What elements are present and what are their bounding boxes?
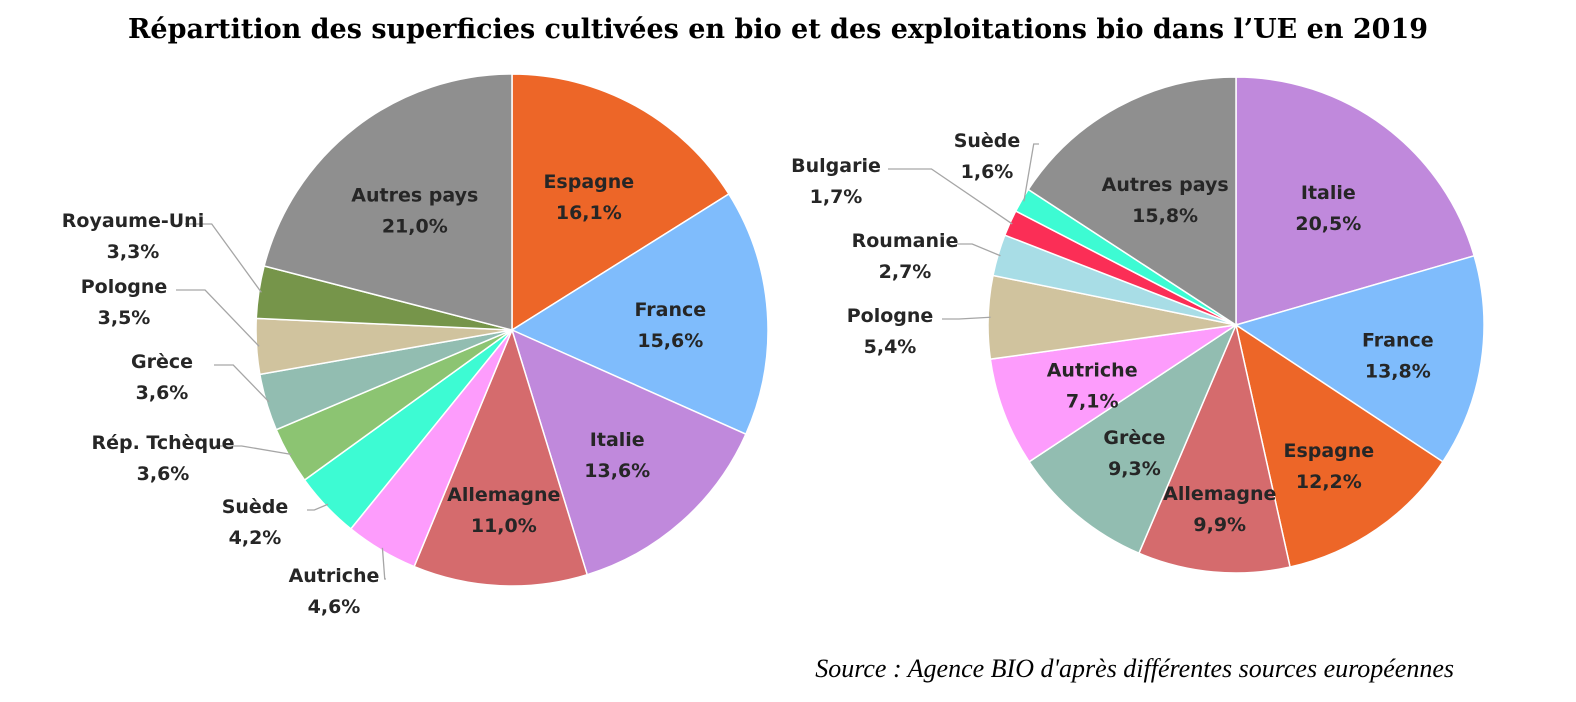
slice-label-grece: Grèce	[1103, 427, 1165, 449]
slice-label-rep-tcheque: Rép. Tchèque	[91, 432, 234, 454]
slice-espagne	[1234, 323, 1444, 568]
slice-value-france: 13,8%	[1365, 361, 1431, 383]
slice-value-autres-pays: 21,0%	[382, 216, 448, 238]
slice-value-royaume-uni: 3,3%	[107, 241, 160, 263]
slice-value-autriche: 4,6%	[308, 596, 361, 618]
slice-label-roumanie: Roumanie	[852, 230, 959, 252]
slice-italie	[1235, 76, 1476, 326]
source-note: Source : Agence BIO d'après différentes …	[815, 654, 1454, 683]
slice-value-bulgarie: 1,7%	[810, 186, 863, 208]
slice-label-france: France	[635, 299, 707, 321]
pie-chart-exploitations: Italie 20,5% France 13,8% Espagne 12,2% Allema…	[791, 76, 1485, 574]
leader-line-suede	[307, 503, 329, 511]
slice-value-rep-tcheque: 3,6%	[137, 463, 190, 485]
slice-value-grece: 9,3%	[1108, 458, 1161, 480]
slice-label-autres-pays: Autres pays	[351, 185, 478, 207]
slice-value-autres-pays: 15,8%	[1132, 205, 1198, 227]
leader-line-pologne	[942, 316, 991, 320]
slice-france	[510, 192, 769, 436]
slice-value-autriche: 7,1%	[1066, 390, 1119, 412]
slice-label-autres-pays: Autres pays	[1102, 174, 1229, 196]
slice-value-allemagne: 9,9%	[1193, 514, 1246, 536]
leader-line-roumanie	[957, 243, 1001, 257]
leader-line-royaume-uni	[185, 223, 262, 293]
leader-line-suede	[1023, 143, 1039, 202]
slice-value-france: 15,6%	[637, 330, 703, 352]
slice-grece	[1028, 322, 1238, 555]
slice-italie	[510, 328, 747, 576]
leader-line-pologne	[176, 289, 260, 347]
slice-label-italie: Italie	[590, 429, 645, 451]
slice-value-italie: 13,6%	[584, 460, 650, 482]
slice-label-italie: Italie	[1301, 182, 1356, 204]
leader-lines	[176, 223, 386, 580]
slice-value-allemagne: 11,0%	[471, 515, 537, 537]
slice-value-pologne: 3,5%	[98, 307, 151, 329]
slice-autres-pays	[1027, 76, 1237, 327]
leader-lines	[888, 143, 1039, 320]
slice-value-italie: 20,5%	[1295, 213, 1361, 235]
slice-value-pologne: 5,4%	[864, 336, 917, 358]
slice-autres-pays	[263, 73, 513, 331]
slice-france	[1234, 254, 1485, 463]
slice-labels: Espagne 16,1% France 15,6% Italie 13,6% Allema…	[62, 171, 706, 618]
slice-value-espagne: 16,1%	[556, 202, 622, 224]
slice-allemagne	[1137, 322, 1291, 574]
slice-label-suede: Suède	[954, 130, 1021, 152]
slice-labels: Italie 20,5% France 13,8% Espagne 12,2% Allema…	[791, 130, 1434, 536]
slice-label-allemagne: Allemagne	[447, 484, 560, 506]
slice-value-grece: 3,6%	[136, 382, 189, 404]
slice-allemagne	[413, 327, 589, 587]
slice-label-espagne: Espagne	[1283, 440, 1374, 462]
slice-label-autriche: Autriche	[1047, 359, 1138, 381]
pie-chart-surfaces: Espagne 16,1% France 15,6% Italie 13,6% Allema…	[62, 73, 769, 618]
slice-label-autriche: Autriche	[289, 565, 380, 587]
slices	[987, 76, 1485, 574]
slice-label-france: France	[1362, 330, 1434, 352]
slice-value-suede: 4,2%	[229, 527, 282, 549]
slice-label-suede: Suède	[222, 496, 289, 518]
slice-label-espagne: Espagne	[543, 171, 634, 193]
slice-value-roumanie: 2,7%	[879, 261, 932, 283]
leader-line-bulgarie	[888, 168, 1013, 225]
slice-label-pologne: Pologne	[81, 276, 168, 298]
slice-label-bulgarie: Bulgarie	[791, 155, 881, 177]
leader-line-autriche	[381, 547, 386, 580]
slice-autriche	[989, 324, 1237, 463]
slice-label-grece: Grèce	[131, 351, 193, 373]
slices	[255, 73, 769, 587]
slice-value-suede: 1,6%	[961, 161, 1014, 183]
slice-value-espagne: 12,2%	[1296, 471, 1362, 493]
leader-line-grece	[214, 364, 270, 403]
leader-line-rep-tcheque	[215, 445, 292, 456]
slice-espagne	[511, 73, 730, 332]
chart-title: Répartition des superficies cultivées en…	[127, 14, 1429, 45]
slice-label-pologne: Pologne	[847, 305, 934, 327]
slice-label-allemagne: Allemagne	[1163, 483, 1276, 505]
slice-label-royaume-uni: Royaume-Uni	[62, 210, 204, 232]
